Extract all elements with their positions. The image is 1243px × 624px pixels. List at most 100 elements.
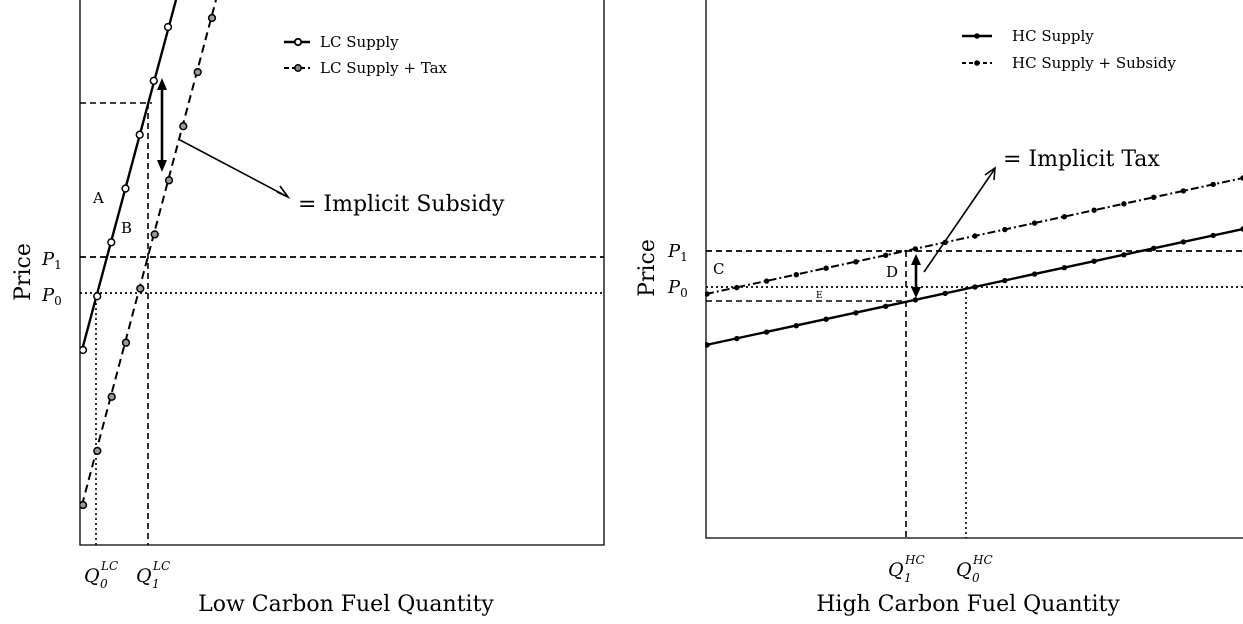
lc-supply-line [80, 0, 178, 351]
svg-text:HC: HC [972, 553, 993, 567]
hc-supply-subsidy-marker [1002, 226, 1008, 233]
lc-supply-marker [163, 22, 173, 32]
lc-supply-tax-marker [164, 176, 174, 185]
right-y-axis-label: Price [635, 239, 660, 297]
lc-supply-tax-marker [193, 67, 202, 77]
left-y-axis-label: Price [11, 243, 36, 301]
region-b-label: B [121, 219, 132, 237]
svg-text:1: 1 [904, 571, 912, 585]
right-panel: = Implicit Tax C D E HC Supply HC Supply… [635, 0, 1243, 617]
lc-supply-tax-marker [179, 122, 188, 131]
svg-text:Q: Q [136, 565, 152, 587]
hc-supply-marker [705, 342, 710, 348]
lc-supply-tax-markers [80, 13, 217, 510]
hc-supply-marker [763, 329, 770, 335]
hc-supply-subsidy-marker [1031, 220, 1038, 226]
tax-pointer-line [923, 169, 995, 273]
hc-supply-marker [1151, 245, 1157, 251]
right-tick-p0: P0 [667, 277, 688, 300]
legend-lc-supply-label: LC Supply [320, 33, 399, 51]
right-plot-frame [705, 0, 1243, 539]
svg-text:Q: Q [956, 559, 972, 581]
lc-supply-marker [135, 130, 144, 139]
hc-supply-subsidy-marker [883, 252, 889, 258]
hc-supply-marker [823, 316, 829, 322]
legend-hc-supply-subsidy-label: HC Supply + Subsidy [1012, 54, 1176, 72]
lc-supply-marker [149, 76, 158, 85]
hc-supply-subsidy-marker [793, 272, 799, 278]
hc-supply-subsidy-markers [705, 175, 1243, 297]
hc-supply-subsidy-marker [1091, 207, 1097, 213]
svg-text:0: 0 [100, 577, 108, 591]
lc-supply-tax-line [81, 0, 217, 506]
lc-supply-tax-marker [207, 13, 217, 23]
tax-arrow-up-head [911, 254, 921, 265]
subsidy-arrow-down-head [157, 160, 167, 172]
hc-supply-marker [1180, 239, 1187, 245]
left-panel: = Implicit Subsidy A B LC Supply LC Supp… [11, 0, 605, 617]
hc-supply-subsidy-marker [1240, 175, 1243, 181]
right-tick-q1: Q 1 HC [888, 553, 925, 585]
hc-supply-marker [1061, 265, 1068, 271]
region-c-label: C [713, 260, 724, 278]
subsidy-pointer-line [179, 139, 287, 197]
hc-supply-marker [1031, 271, 1038, 277]
legend-lc-supply-marker [293, 37, 303, 47]
left-tick-q0: Q 0 LC [84, 559, 118, 591]
lc-supply-tax-marker [80, 500, 88, 510]
left-legend: LC Supply LC Supply + Tax [284, 33, 448, 77]
hc-supply-subsidy-marker [823, 265, 829, 271]
hc-supply-marker [972, 284, 978, 290]
hc-supply-marker [912, 297, 919, 303]
tax-arrow-down-head [911, 287, 921, 298]
svg-text:Q: Q [888, 559, 904, 581]
svg-text:HC: HC [904, 553, 925, 567]
hc-supply-subsidy-marker [763, 278, 770, 284]
lc-supply-tax-marker [121, 338, 131, 347]
svg-text:0: 0 [972, 571, 980, 585]
legend-hc-supply-marker [974, 33, 980, 39]
left-tick-p0: P0 [41, 285, 62, 308]
left-plot-frame [79, 0, 605, 546]
lc-supply-marker [80, 345, 88, 355]
hc-supply-marker [734, 335, 740, 342]
lc-supply-tax-marker [107, 392, 116, 401]
hc-supply-marker [1240, 226, 1243, 232]
legend-lc-supply-tax-label: LC Supply + Tax [320, 59, 448, 77]
hc-supply-markers [705, 226, 1243, 348]
hc-supply-marker [883, 303, 889, 309]
right-tick-p1: P1 [667, 241, 688, 264]
implicit-tax-label: = Implicit Tax [1003, 147, 1160, 172]
hc-supply-subsidy-marker [972, 233, 978, 239]
hc-supply-marker [1121, 252, 1127, 258]
region-e-label: E [816, 291, 823, 301]
hc-supply-marker [1091, 258, 1097, 264]
hc-supply-subsidy-marker [1151, 194, 1157, 200]
hc-supply-marker [793, 323, 799, 329]
subsidy-pointer-head [276, 185, 291, 199]
right-tick-q0: Q 0 HC [956, 553, 993, 585]
region-d-label: D [886, 263, 898, 281]
implicit-subsidy-label: = Implicit Subsidy [298, 192, 505, 217]
left-tick-q1: Q 1 LC [136, 559, 170, 591]
lc-supply-marker [121, 184, 130, 193]
lc-supply-marker [93, 292, 102, 301]
hc-supply-subsidy-marker [912, 246, 919, 252]
lc-supply-tax-marker [93, 446, 102, 456]
left-tick-p1: P1 [41, 249, 62, 272]
right-legend: HC Supply HC Supply + Subsidy [962, 27, 1176, 72]
hc-supply-subsidy-marker [734, 284, 740, 291]
hc-supply-subsidy-marker [853, 259, 859, 265]
hc-supply-subsidy-marker [1061, 214, 1068, 220]
hc-supply-marker [853, 310, 859, 316]
svg-text:Q: Q [84, 565, 100, 587]
svg-text:LC: LC [100, 559, 118, 573]
hc-supply-marker [1210, 232, 1216, 239]
left-x-axis-label: Low Carbon Fuel Quantity [198, 592, 494, 617]
svg-text:1: 1 [152, 577, 160, 591]
subsidy-arrow-up-head [157, 78, 167, 90]
right-x-axis-label: High Carbon Fuel Quantity [816, 592, 1120, 617]
lc-supply-marker [107, 238, 116, 247]
legend-lc-supply-tax-marker [294, 64, 302, 72]
